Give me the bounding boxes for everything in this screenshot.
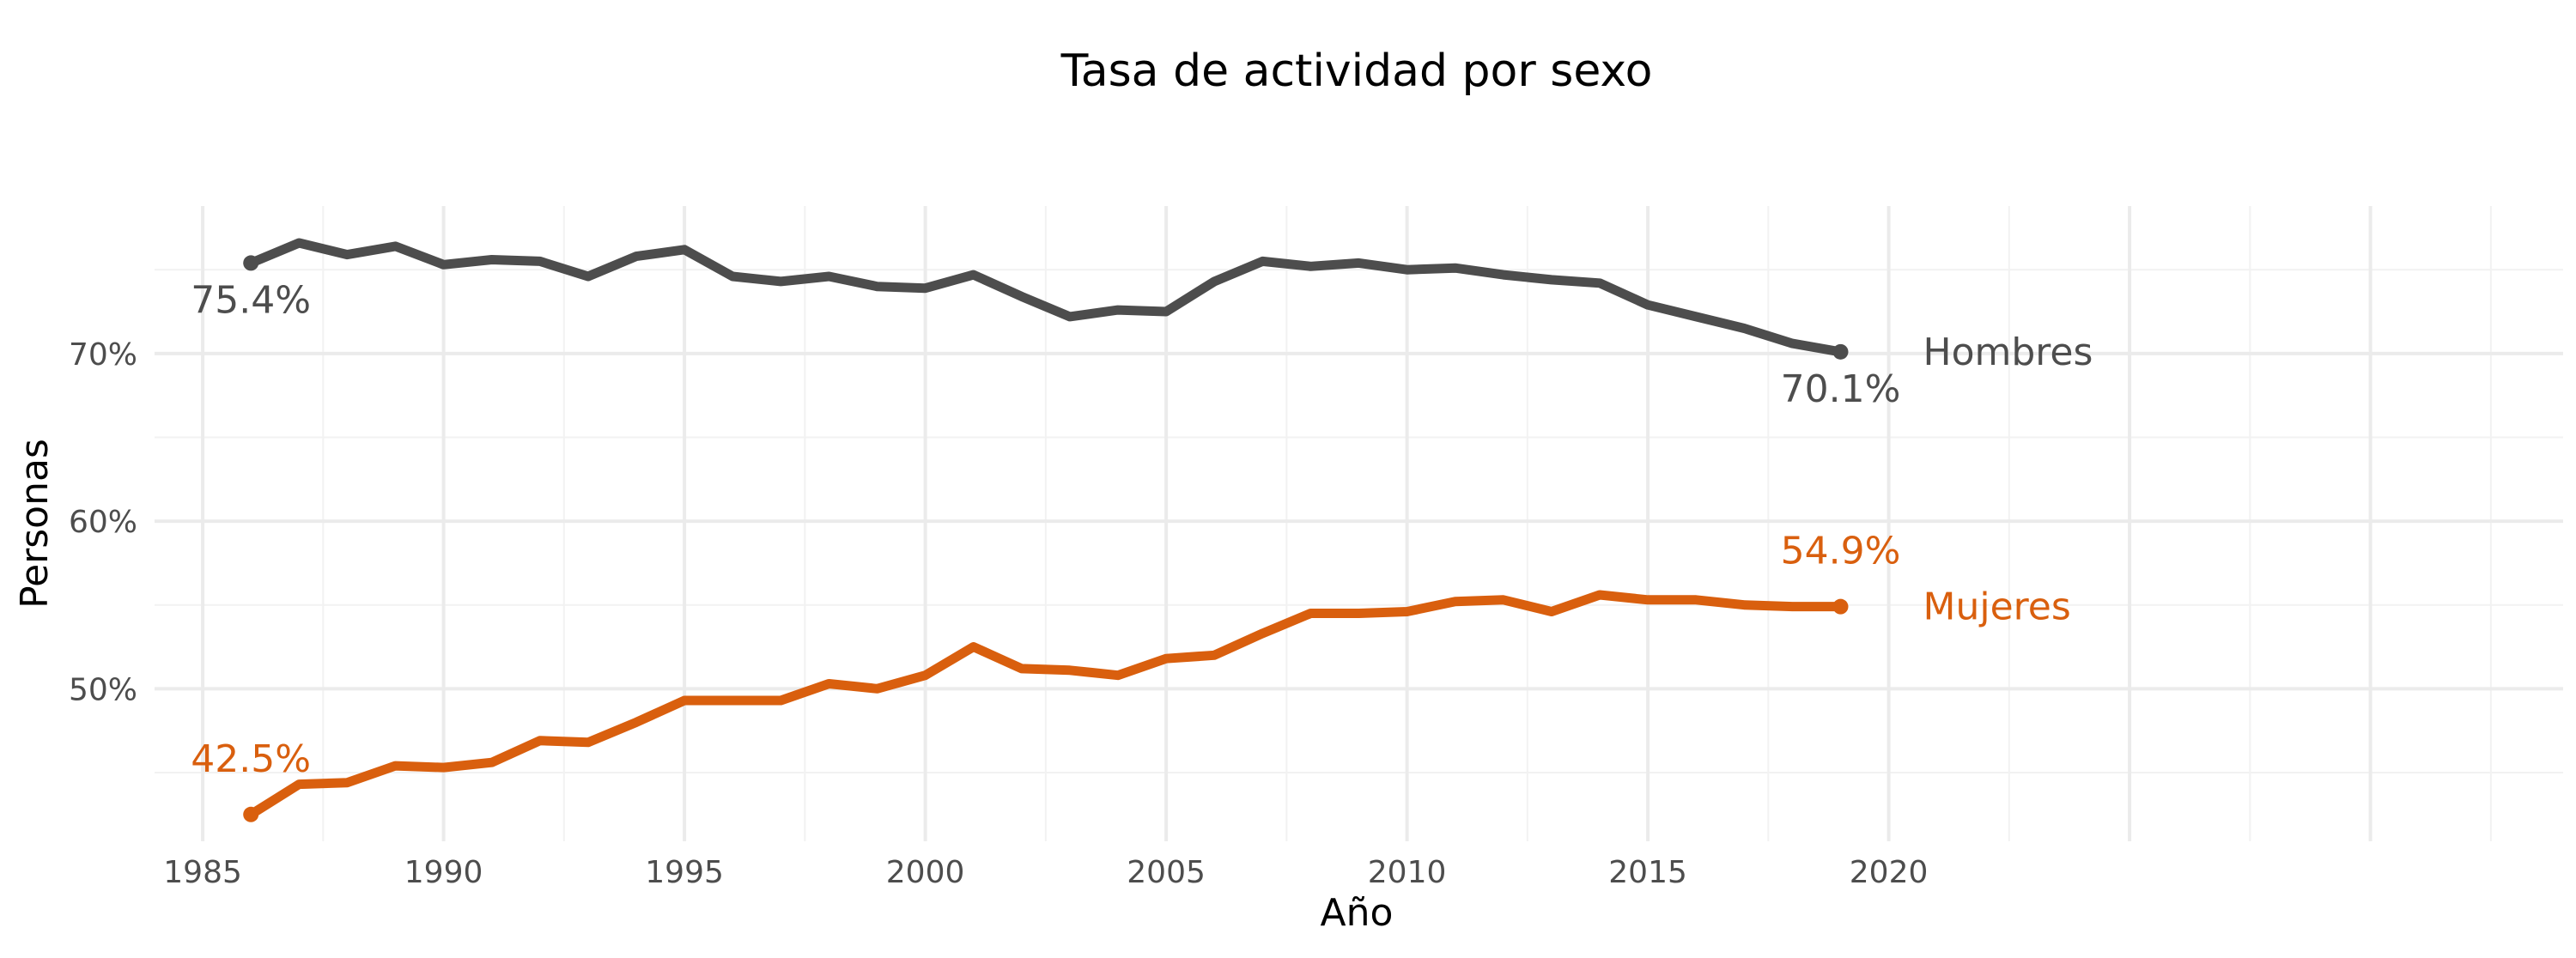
series-layer xyxy=(243,238,1849,822)
y-tick-label: 70% xyxy=(69,337,137,373)
end-value-label: 54.9% xyxy=(1781,530,1901,573)
chart-title: Tasa de actividad por sexo xyxy=(1060,45,1653,97)
series-name-label: Hombres xyxy=(1923,330,2093,374)
y-axis-label: Personas xyxy=(13,439,57,609)
major-gridlines xyxy=(155,206,2563,841)
x-tick-label: 2005 xyxy=(1127,855,1206,890)
y-tick-label: 50% xyxy=(69,672,137,707)
data-labels: 75.4% 70.1% Hombres 42.5% 54.9% Mujeres xyxy=(191,278,2093,780)
y-axis-ticks: 50% 60% 70% xyxy=(69,337,137,708)
start-point-mujeres xyxy=(243,806,259,822)
start-value-label: 75.4% xyxy=(191,278,311,322)
y-tick-label: 60% xyxy=(69,505,137,540)
x-tick-label: 2010 xyxy=(1368,855,1447,890)
x-tick-label: 2015 xyxy=(1608,855,1687,890)
end-value-label: 70.1% xyxy=(1781,367,1901,411)
x-axis-ticks: 1985 1990 1995 2000 2005 2010 2015 2020 xyxy=(163,855,1928,890)
series-line-mujeres xyxy=(246,590,1845,820)
x-axis-label: Año xyxy=(1321,891,1394,935)
end-point-mujeres xyxy=(1832,598,1849,615)
minor-gridlines xyxy=(155,206,2563,841)
start-point-hombres xyxy=(243,255,259,271)
x-tick-label: 2000 xyxy=(886,855,965,890)
x-tick-label: 2020 xyxy=(1850,855,1929,890)
x-tick-label: 1985 xyxy=(163,855,242,890)
series-name-label: Mujeres xyxy=(1923,585,2071,629)
start-value-label: 42.5% xyxy=(191,737,311,781)
series-line-hombres xyxy=(246,238,1845,357)
end-point-hombres xyxy=(1832,343,1849,360)
x-tick-label: 1990 xyxy=(404,855,483,890)
x-tick-label: 1995 xyxy=(645,855,724,890)
